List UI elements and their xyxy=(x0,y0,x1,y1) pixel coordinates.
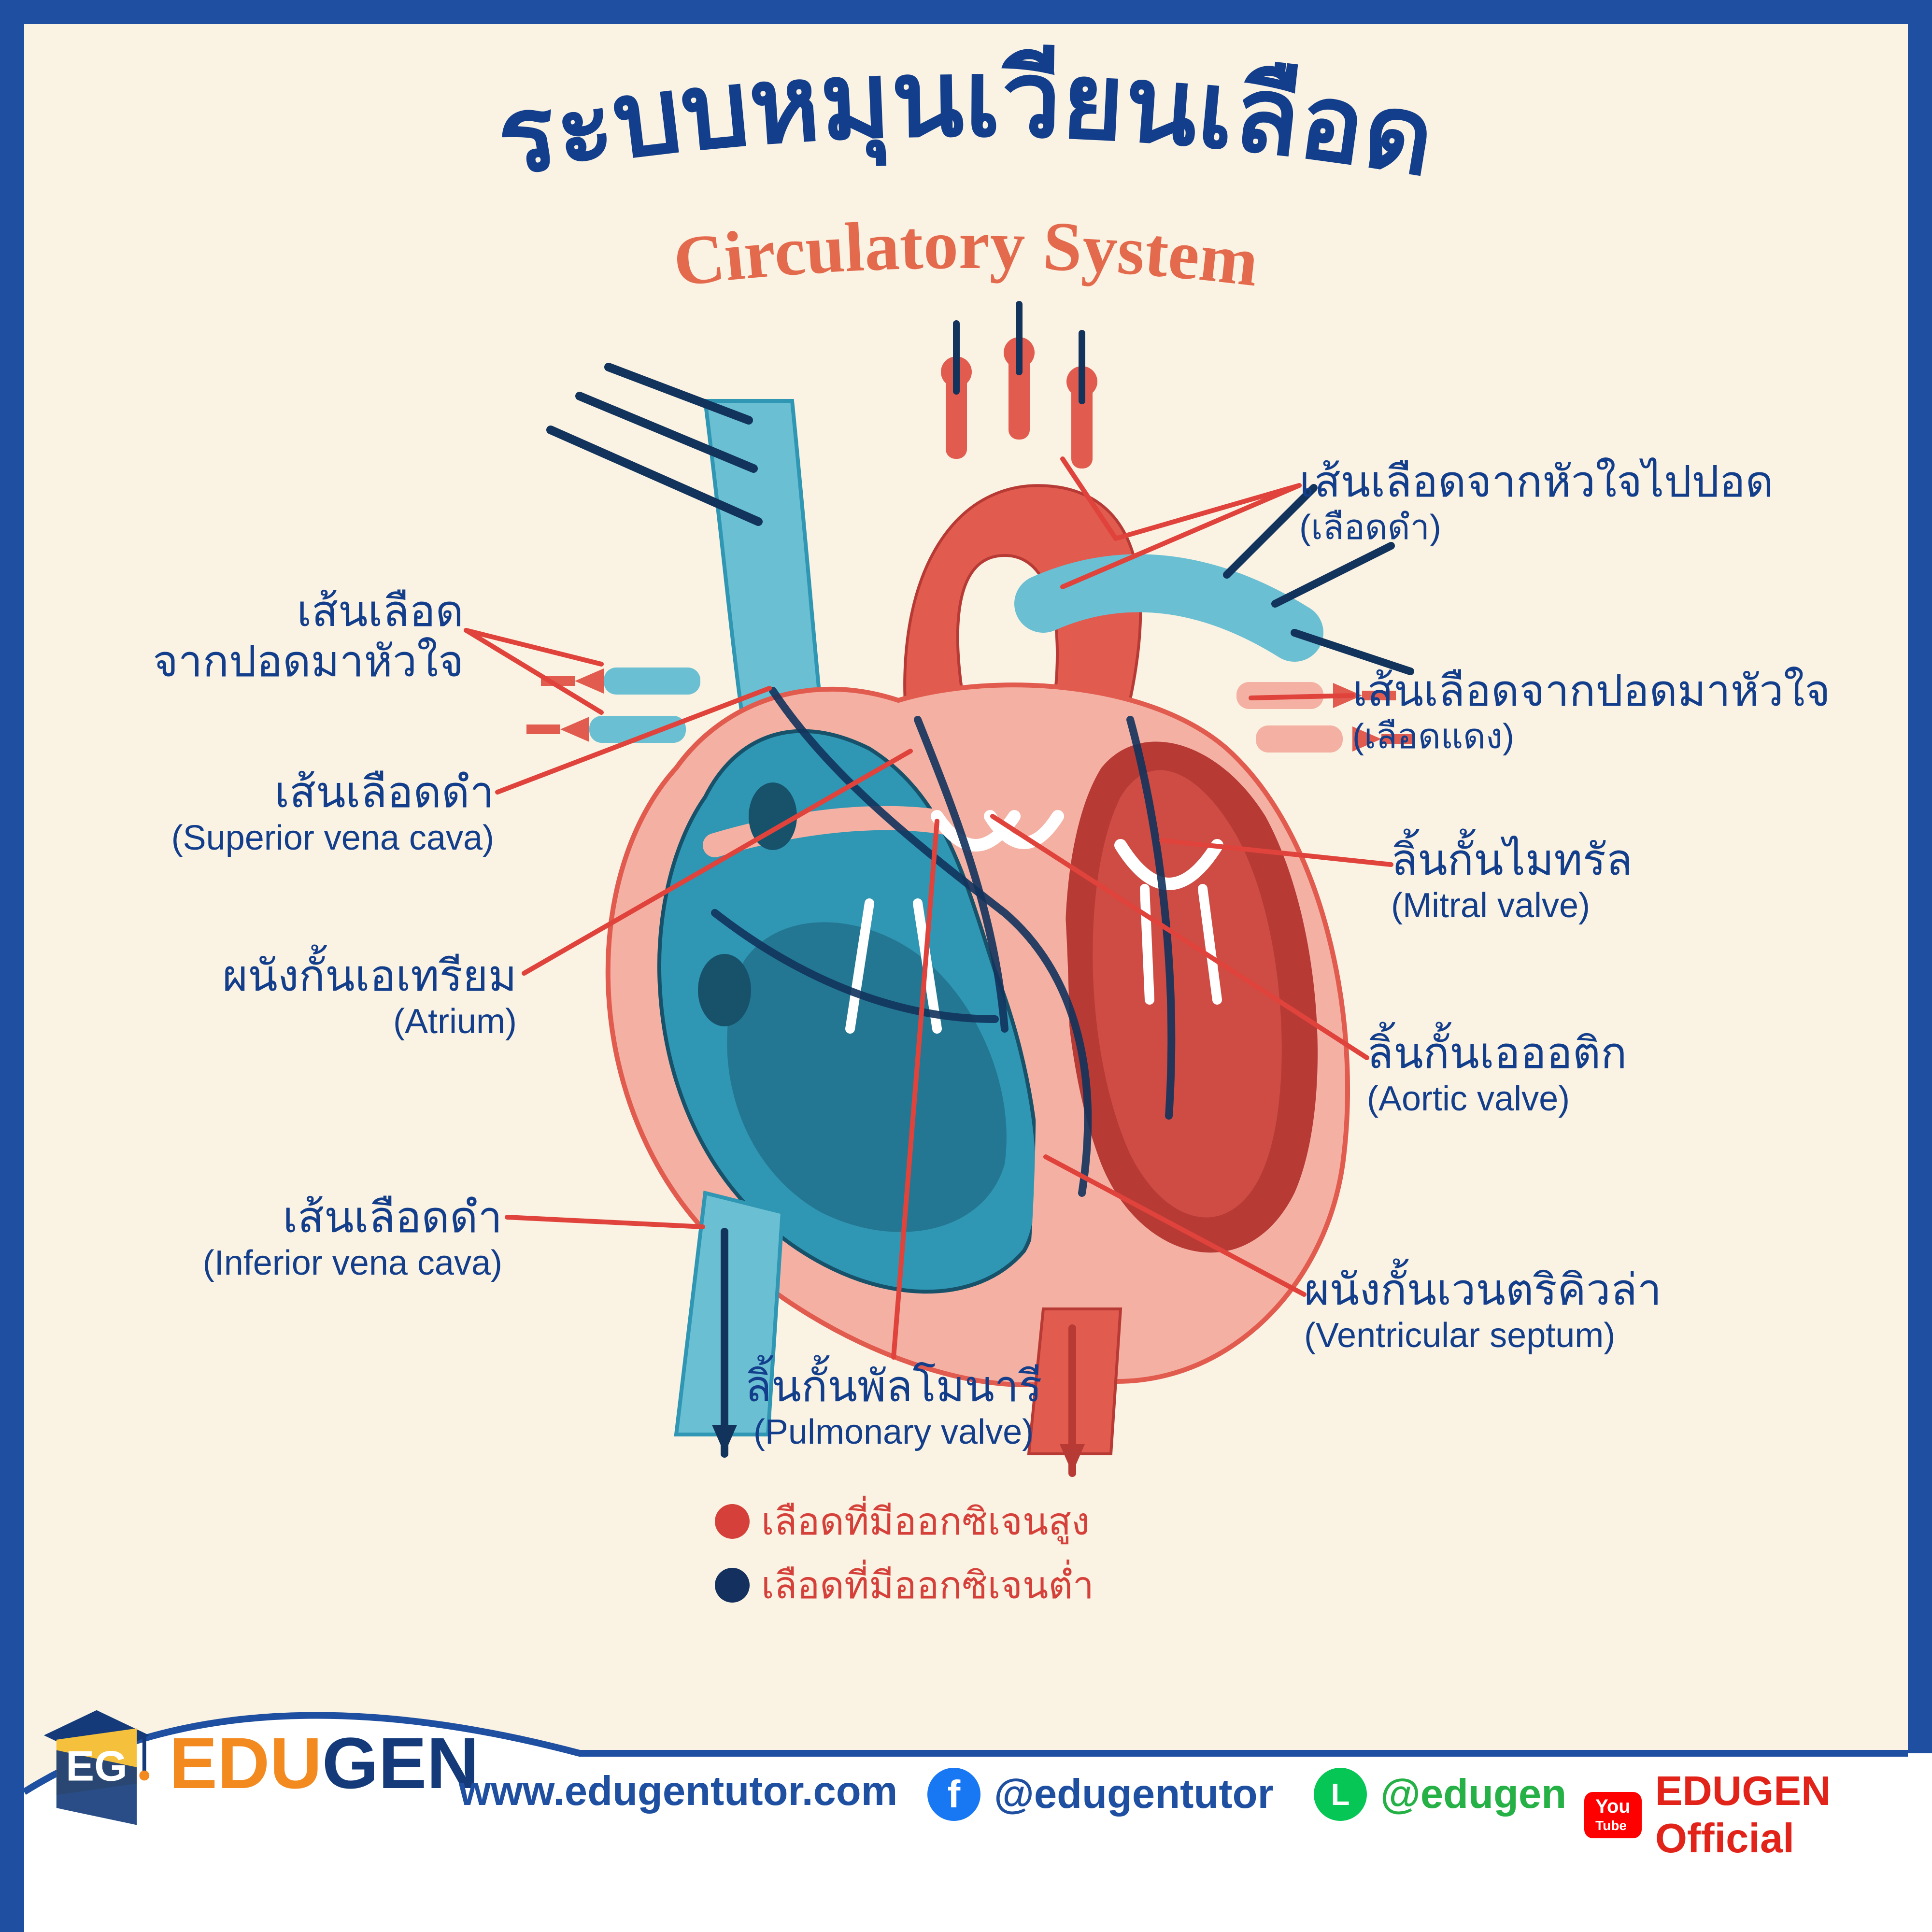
line-icon: L xyxy=(1314,1768,1367,1821)
footer-yt-text: EDUGEN Official xyxy=(1655,1768,1932,1862)
youtube-icon: YouTube xyxy=(1584,1792,1642,1838)
footer-line[interactable]: L @edugen xyxy=(1314,1768,1566,1821)
footer-yt[interactable]: YouTube EDUGEN Official xyxy=(1584,1768,1932,1862)
footer-fb[interactable]: f @edugentutor xyxy=(927,1768,1274,1821)
edugen-brand-text: EDUGEN xyxy=(169,1721,479,1805)
edugen-logo: EG EDUGEN xyxy=(34,1700,479,1826)
footer-url[interactable]: www.edugentutor.com xyxy=(459,1768,897,1815)
footer-fb-text: @edugentutor xyxy=(994,1771,1274,1818)
footer: EG EDUGENwww.edugentutor.com f @edugentuto… xyxy=(0,0,1932,1932)
facebook-icon: f xyxy=(927,1768,980,1821)
edugen-cap-icon: EG xyxy=(34,1700,159,1826)
footer-line-text: @edugen xyxy=(1380,1771,1566,1818)
page: ระบบหมุนเวียนเลือดCirculatory System เส้… xyxy=(0,0,1932,1932)
footer-url-text: www.edugentutor.com xyxy=(459,1768,897,1815)
svg-text:EG: EG xyxy=(66,1742,128,1790)
